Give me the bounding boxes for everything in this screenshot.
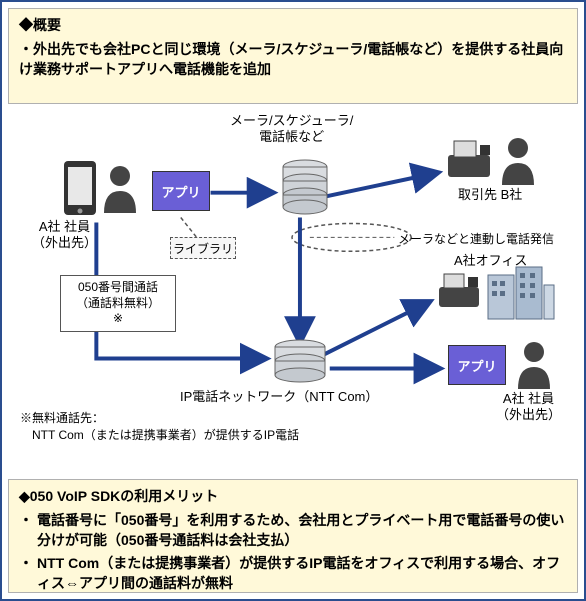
data-server-icon [280,159,330,220]
app-box-2: アプリ [448,345,506,385]
ip-network-server-icon [272,339,328,392]
mailer-label: メーラ/スケジューラ/ 電話帳など [230,113,353,146]
merit-title: ◆050 VoIP SDKの利用メリット [19,486,567,506]
building-icon [486,265,556,326]
merit-box: ◆050 VoIP SDKの利用メリット ・電話番号に「050番号」を利用するた… [8,479,578,593]
employee-out-label-2: A社 社員 （外出先） [496,391,561,424]
employee-out-label-1: A社 社員 （外出先） [32,219,97,252]
person-icon-2 [514,339,554,394]
overview-body: ・外出先でも会社PCと同じ環境（メーラ/スケジューラ/電話帳など）を提供する社員… [19,39,567,80]
fax-icon-office [436,271,482,316]
overview-box: ◆概要 ・外出先でも会社PCと同じ環境（メーラ/スケジューラ/電話帳など）を提供… [8,8,578,104]
partner-label: 取引先 B社 [458,187,522,203]
library-box: ライブラリ [170,237,236,259]
app-label-1: アプリ [161,182,200,201]
person-icon-1 [100,163,140,218]
app-box-1: アプリ [152,171,210,211]
overview-title: ◆概要 [19,15,567,35]
person-icon-partner [498,135,538,190]
diagram-frame: ◆概要 ・外出先でも会社PCと同じ環境（メーラ/スケジューラ/電話帳など）を提供… [0,0,586,601]
linked-call-label: メーラなどと連動し電話発信 [398,230,554,247]
footnote: ※無料通話先： NTT Com（または提携事業者）が提供するIP電話 [20,409,299,443]
ip-network-label: IP電話ネットワーク（NTT Com） [180,389,378,405]
merit-item-1: ・電話番号に「050番号」を利用するため、会社用とプライベート用で電話番号の使い… [19,510,567,551]
diagram-area: メーラ/スケジューラ/ 電話帳など アプリ ライブラリ A社 社 [2,107,584,477]
fax-icon-partner [444,137,494,186]
free-call-callout: 050番号間通話 （通話料無料） ※ [60,275,176,332]
app-label-2: アプリ [457,356,496,375]
smartphone-icon [62,159,98,222]
merit-item-2: ・NTT Com（または提携事業者）が提供するIP電話をオフィスで利用する場合、… [19,553,567,594]
